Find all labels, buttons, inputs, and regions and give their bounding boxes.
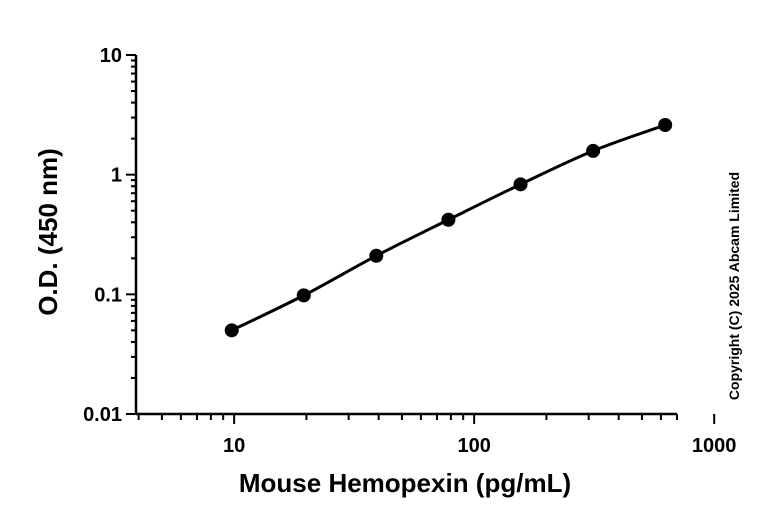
- axes: [134, 55, 677, 416]
- copyright-text: Copyright (C) 2025 Abcam Limited: [726, 172, 742, 400]
- data-point: [441, 212, 456, 227]
- fit-curve-line: [231, 123, 666, 332]
- y-tick-label: 0.01: [83, 404, 122, 426]
- data-point: [369, 248, 384, 263]
- x-axis-title: Mouse Hemopexin (pg/mL): [239, 468, 571, 498]
- y-tick-label: 10: [100, 45, 122, 67]
- x-tick-label: 10: [223, 435, 245, 457]
- data-points: [224, 118, 673, 338]
- data-point: [586, 143, 601, 158]
- y-tick-label: 1: [111, 165, 122, 187]
- y-axis-title: O.D. (450 nm): [33, 148, 63, 316]
- data-point: [513, 177, 528, 192]
- x-tick-label: 1000: [692, 435, 737, 457]
- data-point: [224, 323, 239, 338]
- data-point: [658, 118, 673, 133]
- y-tick-label: 0.1: [94, 284, 122, 306]
- ticks: [126, 54, 716, 424]
- tick-labels: 0.01 0.1 1 10 10 100 1000: [83, 45, 736, 457]
- data-point: [296, 288, 311, 303]
- x-tick-label: 100: [457, 435, 490, 457]
- fit-curve: [231, 123, 666, 332]
